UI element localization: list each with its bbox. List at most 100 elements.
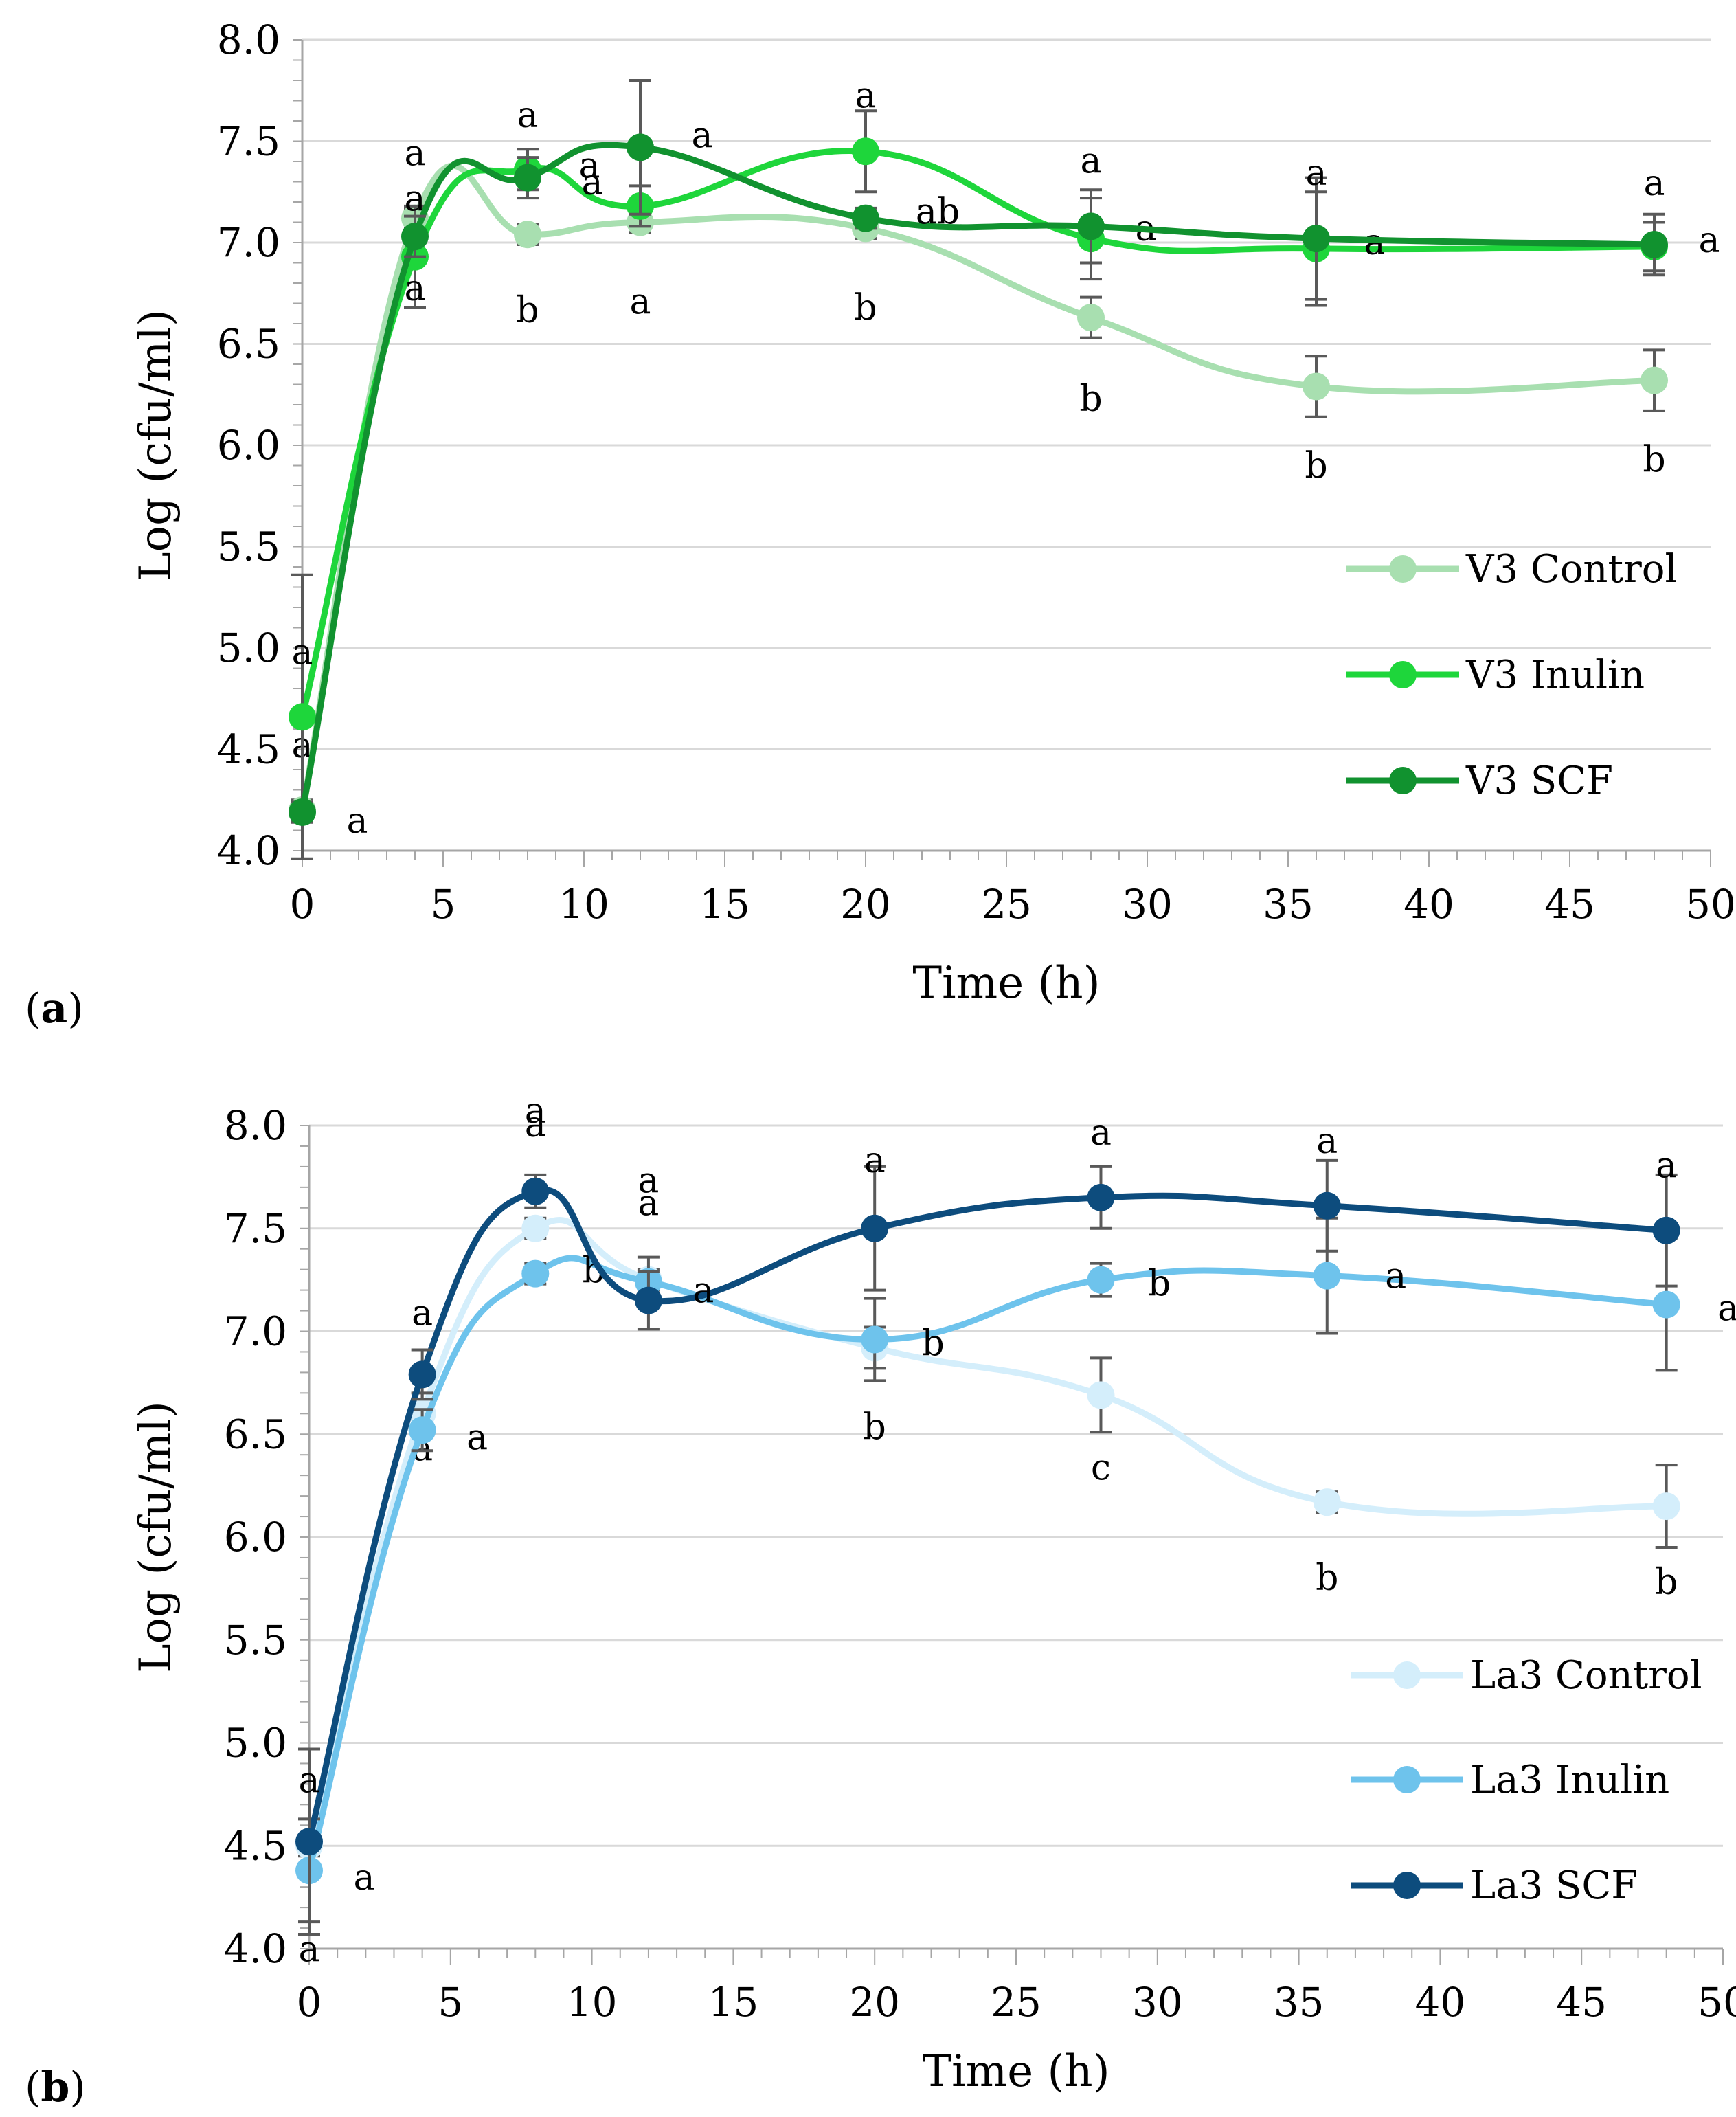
data-point xyxy=(521,1177,550,1205)
significance-letter: b xyxy=(854,287,877,328)
legend-entry: V3 Inulin xyxy=(1346,653,1645,697)
x-tick-label: 0 xyxy=(290,881,315,928)
data-point xyxy=(861,1325,889,1354)
panel-label-close: ) xyxy=(69,2063,85,2112)
data-point xyxy=(514,221,541,249)
x-axis-title: Time (h) xyxy=(912,958,1100,1009)
significance-letter: b xyxy=(516,290,539,331)
data-point xyxy=(852,204,879,232)
x-tick-label: 5 xyxy=(438,1979,463,2026)
x-tick-label: 45 xyxy=(1556,1979,1607,2026)
significance-letter: a xyxy=(517,95,538,136)
y-axis-title: Log (cfu/ml) xyxy=(131,309,181,581)
significance-letter: a xyxy=(855,75,876,116)
panel-label: (a) xyxy=(25,985,84,1033)
series-line xyxy=(299,162,1658,814)
y-tick-label: 6.0 xyxy=(224,1514,287,1560)
data-point xyxy=(634,1286,662,1314)
x-tick-label: 45 xyxy=(1544,881,1595,928)
significance-letter: a xyxy=(1656,1145,1677,1187)
legend-label: La3 Control xyxy=(1470,1653,1702,1698)
chart-panel-a: 4.0 4.5 5.0 5.5 6.0 6.5 7.0 7.5 8.0 0 5 10 15 20 25 30 3… xyxy=(25,16,1736,1033)
data-point xyxy=(1087,1381,1115,1409)
data-point xyxy=(627,133,654,161)
significance-letter: a xyxy=(1090,1112,1112,1154)
significance-letter: a xyxy=(1305,153,1327,194)
significance-letter: a xyxy=(1316,1121,1338,1162)
significance-letter: b xyxy=(864,1407,886,1448)
significance-letter: a xyxy=(525,1090,546,1132)
x-tick-label: 0 xyxy=(297,1979,322,2026)
data-point xyxy=(521,1214,550,1242)
significance-letter: a xyxy=(1385,1256,1406,1297)
y-tick-label: 5.0 xyxy=(217,625,280,671)
data-point xyxy=(1641,230,1668,258)
y-axis-title: Log (cfu/ml) xyxy=(131,1401,181,1673)
significance-letter: a xyxy=(691,115,712,156)
y-tick-label: 6.0 xyxy=(217,422,280,469)
legend-entry: V3 SCF xyxy=(1346,759,1613,803)
data-point xyxy=(1652,1216,1680,1244)
data-point xyxy=(1652,1492,1680,1521)
x-tick-label: 35 xyxy=(1274,1979,1324,2026)
significance-letter: b xyxy=(1148,1264,1171,1305)
y-tick-label: 5.5 xyxy=(217,524,280,570)
significance-letter: b xyxy=(922,1323,945,1364)
data-point xyxy=(521,1259,550,1288)
data-point xyxy=(514,164,541,192)
panel-label-close: ) xyxy=(67,985,83,1033)
legend-entry: La3 Control xyxy=(1351,1653,1702,1698)
series-la3-inulin: a a b a b b a a xyxy=(295,1183,1736,1924)
data-point xyxy=(401,223,429,251)
significance-letter: a xyxy=(1643,163,1665,204)
series-la3-scf: a a a a a a a a xyxy=(295,1090,1680,1936)
panel-label-letter: a xyxy=(41,985,67,1033)
significance-letter: a xyxy=(864,1140,886,1181)
significance-letter: a xyxy=(578,146,600,187)
y-tick-label: 8.0 xyxy=(224,1102,287,1149)
data-point xyxy=(1313,1488,1341,1516)
x-tick-label: 25 xyxy=(981,881,1032,928)
significance-letter: a xyxy=(1080,140,1101,181)
significance-letter: a xyxy=(1717,1288,1736,1330)
x-tick-label: 50 xyxy=(1685,881,1736,928)
significance-letter: a xyxy=(298,1760,319,1801)
legend-label: V3 Control xyxy=(1465,547,1677,592)
x-tick-label: 40 xyxy=(1414,1979,1465,2026)
x-tick-label: 30 xyxy=(1122,881,1173,928)
data-point xyxy=(861,1214,889,1242)
legend-entry: V3 Control xyxy=(1346,547,1677,592)
x-tick-label: 30 xyxy=(1132,1979,1183,2026)
significance-letter: a xyxy=(353,1857,374,1898)
significance-letter: a xyxy=(404,133,425,175)
panel-label: (b) xyxy=(25,2063,86,2112)
significance-letter: a xyxy=(638,1183,659,1224)
x-tick-label: 25 xyxy=(991,1979,1041,2026)
y-tick-label: 5.0 xyxy=(224,1720,287,1767)
data-point xyxy=(408,1360,436,1389)
significance-letter: a xyxy=(412,1292,433,1334)
legend-entry: La3 SCF xyxy=(1351,1863,1638,1908)
x-tick-label: 35 xyxy=(1263,881,1314,928)
data-point xyxy=(408,1416,436,1444)
data-point xyxy=(1641,366,1668,394)
panel-label-open: ( xyxy=(25,2063,41,2112)
y-tick-label: 4.0 xyxy=(217,827,280,874)
x-tick-label: 10 xyxy=(559,881,609,928)
significance-letter: b xyxy=(1643,440,1665,481)
y-tick-label: 7.5 xyxy=(224,1205,287,1252)
data-point xyxy=(1077,212,1105,240)
y-tick-label: 7.5 xyxy=(217,118,280,165)
legend-marker xyxy=(1389,555,1417,583)
x-tick-label: 10 xyxy=(567,1979,618,2026)
data-point xyxy=(852,137,879,166)
legend-marker xyxy=(1393,1661,1421,1689)
y-tick-label: 7.0 xyxy=(217,219,280,266)
significance-letter: a xyxy=(629,282,651,323)
data-point xyxy=(295,1828,323,1856)
y-tick-label: 4.0 xyxy=(224,1925,287,1972)
x-tick-label: 50 xyxy=(1698,1979,1736,2026)
significance-letter: a xyxy=(692,1270,714,1312)
